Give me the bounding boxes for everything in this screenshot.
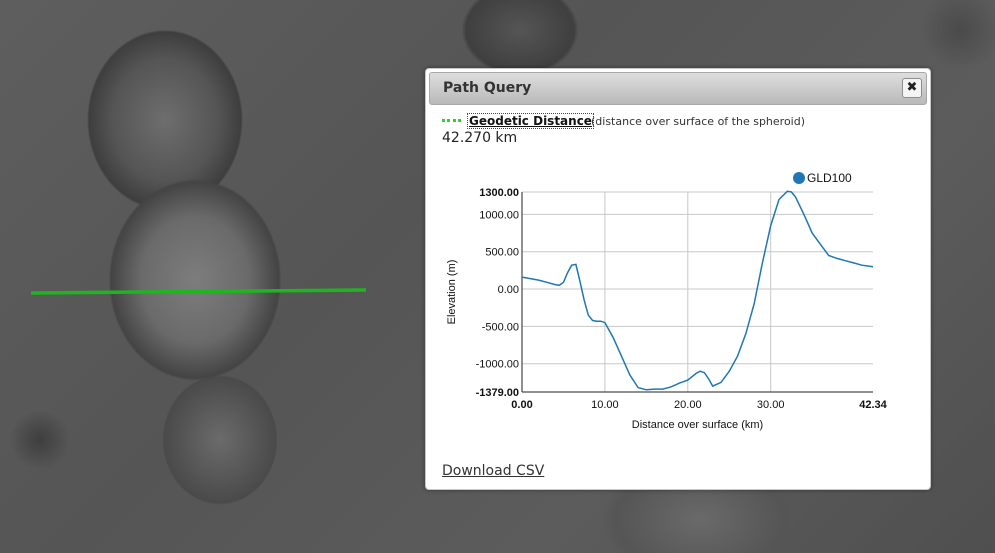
y-tick-label: 0.00 <box>498 284 519 296</box>
dotted-line-legend-icon <box>442 119 461 122</box>
y-tick-label: 1000.00 <box>479 209 519 221</box>
y-tick-label: 500.00 <box>485 247 519 259</box>
y-tick-label: -1379.00 <box>476 387 519 399</box>
x-tick-label: 10.00 <box>591 399 619 411</box>
x-tick-label: 42.34 <box>859 399 887 411</box>
measurement-description: (distance over surface of the spheroid) <box>591 115 806 128</box>
y-tick-label: 1300.00 <box>479 187 519 199</box>
close-button[interactable]: ✖ <box>902 78 922 98</box>
x-tick-labels: 0.00 10.00 20.00 30.00 42.34 <box>511 399 887 411</box>
panel-title: Path Query <box>443 80 532 96</box>
elevation-profile-chart: 1300.00 1000.00 500.00 0.00 -500.00 -1000.00 -… <box>446 171 888 431</box>
series-line-gld100[interactable] <box>521 190 874 391</box>
y-tick-label: -1000.00 <box>476 359 519 371</box>
y-tick-label: -500.00 <box>482 321 519 333</box>
legend-label-gld100: GLD100 <box>807 171 852 185</box>
measurement-value: 42.270 km <box>442 130 518 146</box>
chart-axes <box>521 192 873 393</box>
chart-grid <box>522 191 873 393</box>
measured-path-line[interactable] <box>30 288 367 295</box>
panel-header[interactable]: Path Query ✖ <box>429 72 927 105</box>
y-axis-label: Elevation (m) <box>446 260 458 325</box>
legend-marker-gld100[interactable] <box>793 172 805 184</box>
download-csv-link[interactable]: Download CSV <box>442 463 545 479</box>
close-icon: ✖ <box>906 80 918 95</box>
x-tick-label: 20.00 <box>674 399 702 411</box>
y-tick-labels: 1300.00 1000.00 500.00 0.00 -500.00 -1000.00 -… <box>476 187 519 399</box>
x-axis-label: Distance over surface (km) <box>632 419 763 431</box>
measurement-type-toggle[interactable]: Geodetic Distance <box>467 113 594 129</box>
x-tick-label: 30.00 <box>757 399 785 411</box>
path-query-panel: Path Query ✖ Geodetic Distance (distance… <box>425 68 931 490</box>
x-tick-label: 0.00 <box>511 399 532 411</box>
